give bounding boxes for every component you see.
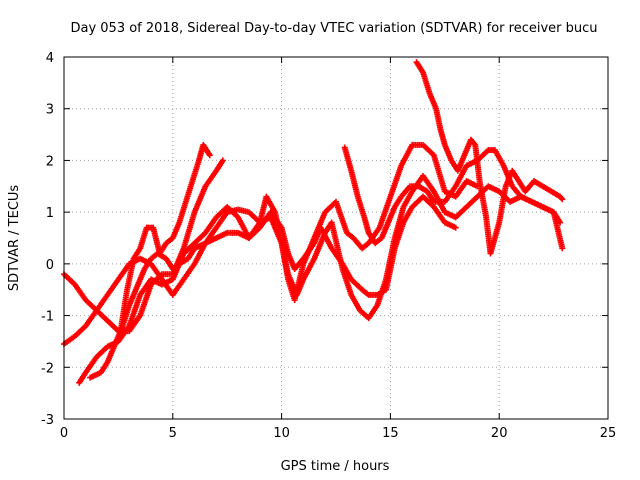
data-point [219,157,226,164]
data-point [206,152,213,159]
x-tick-label: 25 [600,426,617,441]
x-tick-label: 0 [60,426,68,441]
data-point [452,224,459,231]
y-tick-label: 4 [46,51,54,66]
axis-ticks: 0 5 10 15 20 25 -3 -2 -1 0 1 2 3 4 [41,51,616,441]
plot-frame [63,56,609,420]
y-tick-label: 3 [46,103,54,118]
x-tick-label: 5 [169,426,177,441]
y-tick-label: -3 [41,413,54,428]
x-tick-label: 20 [491,426,508,441]
y-tick-label: 0 [46,258,54,273]
y-tick-label: 2 [46,154,54,169]
y-tick-label: -1 [41,310,54,325]
x-tick-label: 15 [382,426,399,441]
x-axis-label: GPS time / hours [281,459,390,474]
y-tick-label: -2 [41,361,54,376]
data-point [557,219,564,226]
data-point [559,196,566,203]
data-point [559,245,566,252]
y-tick-label: 1 [46,206,54,221]
y-axis-label: SDTVAR / TECUs [7,185,22,292]
data-points [61,59,566,386]
chart-title: Day 053 of 2018, Sidereal Day-to-day VTE… [70,21,597,36]
x-tick-label: 10 [273,426,290,441]
